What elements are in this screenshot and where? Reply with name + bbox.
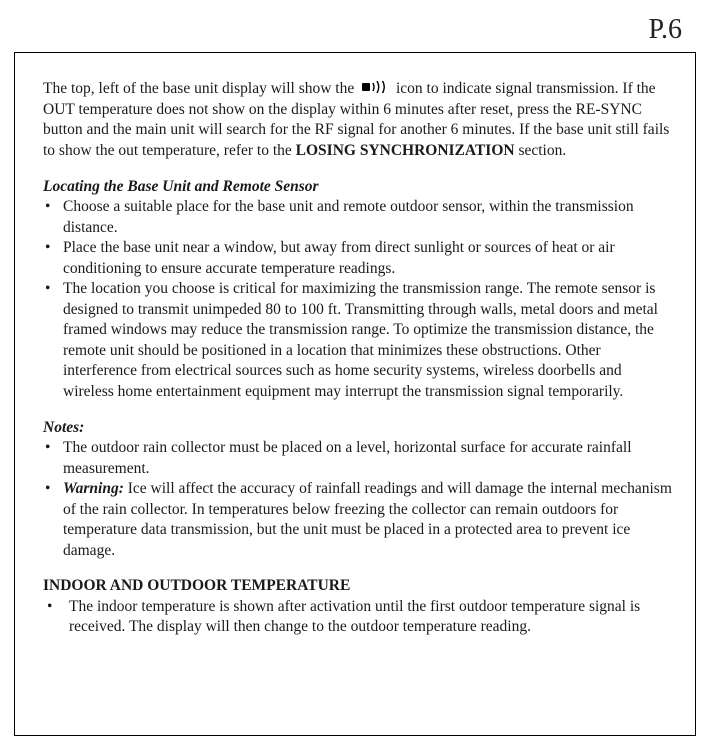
- page-number: P.6: [649, 14, 682, 46]
- content-frame: The top, left of the base unit display w…: [14, 52, 696, 736]
- list-item: The outdoor rain collector must be place…: [43, 438, 673, 479]
- signal-icon: [362, 79, 388, 99]
- notes-list: The outdoor rain collector must be place…: [43, 438, 673, 561]
- list-item: Warning: Ice will affect the accuracy of…: [43, 479, 673, 561]
- note-text: Ice will affect the accuracy of rainfall…: [63, 480, 672, 558]
- intro-paragraph: The top, left of the base unit display w…: [43, 79, 673, 161]
- note-text: The outdoor rain collector must be place…: [63, 439, 632, 476]
- list-item: Place the base unit near a window, but a…: [43, 238, 673, 279]
- temperature-list: The indoor temperature is shown after ac…: [43, 597, 673, 638]
- list-item: Choose a suitable place for the base uni…: [43, 197, 673, 238]
- locating-heading: Locating the Base Unit and Remote Sensor: [43, 177, 673, 197]
- intro-text-part3: section.: [515, 142, 567, 159]
- intro-bold-ref: LOSING SYNCHRONIZATION: [296, 142, 515, 159]
- locating-list: Choose a suitable place for the base uni…: [43, 197, 673, 402]
- list-item: The indoor temperature is shown after ac…: [43, 597, 673, 638]
- manual-page: P.6 The top, left of the base unit displ…: [0, 0, 710, 754]
- temperature-heading: INDOOR AND OUTDOOR TEMPERATURE: [43, 576, 673, 596]
- list-item: The location you choose is critical for …: [43, 279, 673, 402]
- intro-text-part1: The top, left of the base unit display w…: [43, 80, 354, 97]
- notes-heading: Notes:: [43, 418, 673, 438]
- warning-label: Warning:: [63, 480, 124, 497]
